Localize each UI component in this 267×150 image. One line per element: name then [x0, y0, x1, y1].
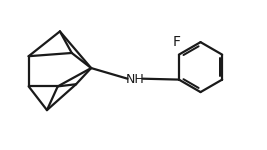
Text: F: F [173, 35, 181, 49]
Text: NH: NH [125, 73, 144, 86]
